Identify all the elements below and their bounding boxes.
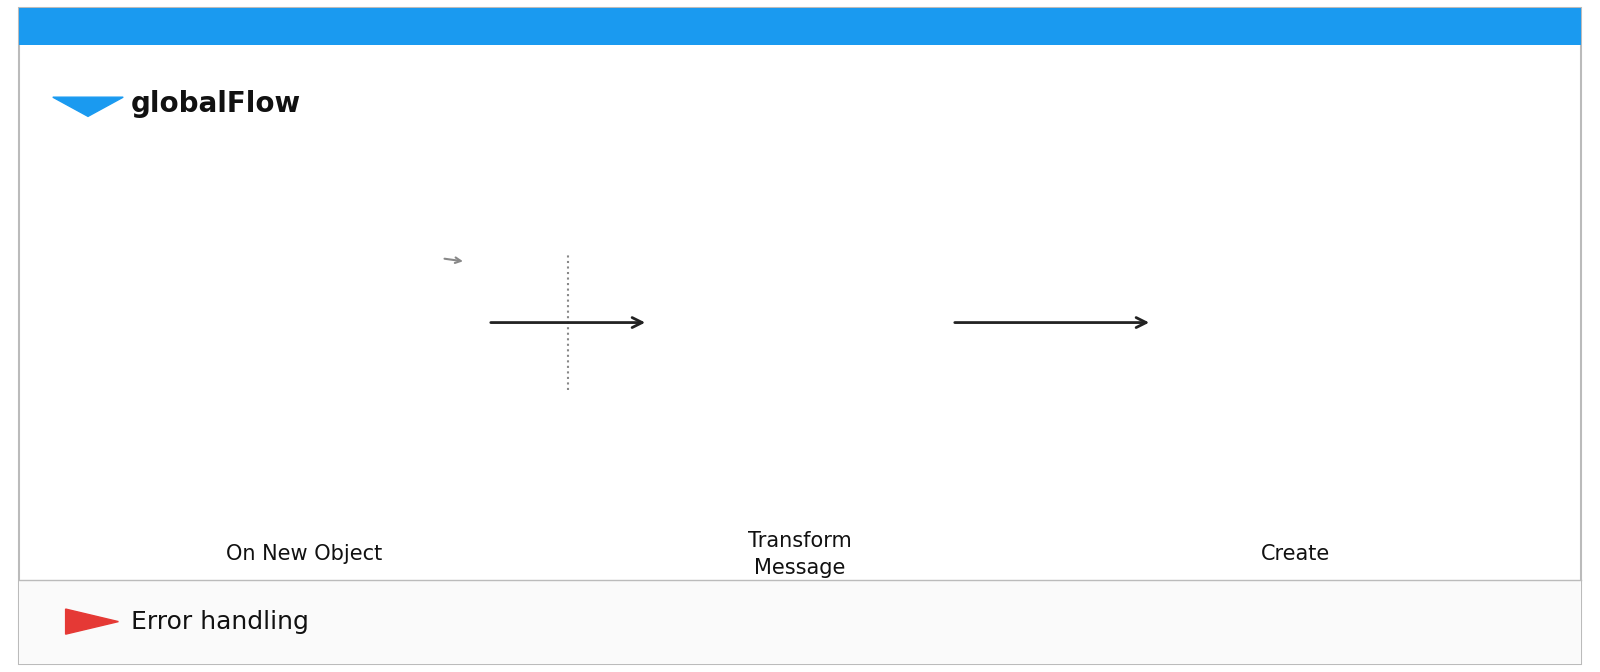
Polygon shape bbox=[53, 97, 123, 116]
Polygon shape bbox=[66, 609, 118, 634]
Text: globalFlow: globalFlow bbox=[131, 90, 301, 118]
Text: Error handling: Error handling bbox=[131, 610, 309, 634]
Bar bbox=[19, 8, 1581, 45]
Text: salesforce: salesforce bbox=[264, 302, 344, 316]
Text: Create: Create bbox=[1261, 544, 1331, 564]
Bar bbox=[19, 580, 1581, 664]
Text: On New Object: On New Object bbox=[226, 544, 382, 564]
Text: Transform
Message: Transform Message bbox=[749, 531, 851, 578]
Text: salesforce: salesforce bbox=[1256, 309, 1336, 323]
